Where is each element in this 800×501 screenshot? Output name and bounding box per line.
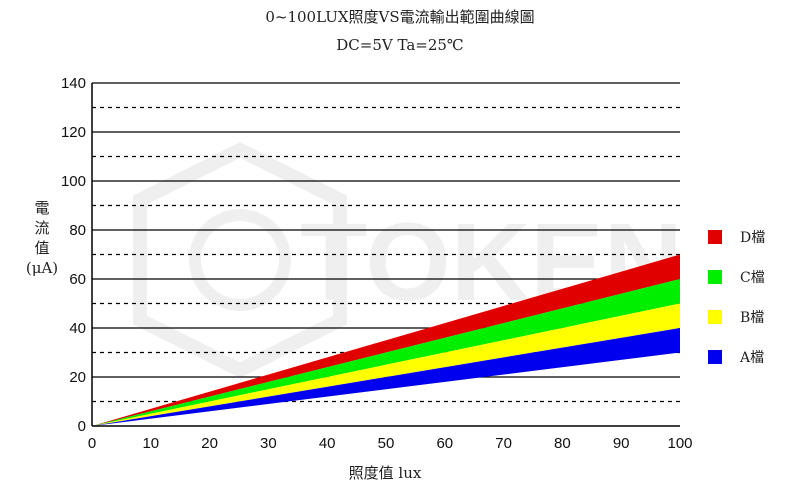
y-tick-label: 40 bbox=[69, 320, 86, 337]
y-tick-label: 80 bbox=[69, 222, 86, 239]
chart-subtitle: DC=5V Ta=25℃ bbox=[336, 36, 464, 54]
x-tick-label: 70 bbox=[495, 435, 512, 452]
x-tick-label: 10 bbox=[142, 435, 159, 452]
data-bands bbox=[92, 254, 680, 426]
y-axis-label-part: 電 bbox=[34, 199, 49, 217]
x-tick-label: 0 bbox=[88, 435, 96, 452]
legend: D檔 C檔 B檔 A檔 bbox=[708, 230, 765, 366]
y-tick-labels: 0 20 40 60 80 100 120 140 bbox=[61, 75, 86, 435]
y-axis-label-part: 流 bbox=[34, 219, 49, 237]
y-axis-label-part: (μA) bbox=[26, 259, 58, 277]
legend-swatch bbox=[708, 310, 722, 324]
legend-label: B檔 bbox=[740, 310, 764, 326]
legend-swatch bbox=[708, 230, 722, 244]
legend-swatch bbox=[708, 350, 722, 364]
x-tick-label: 30 bbox=[260, 435, 277, 452]
y-tick-label: 60 bbox=[69, 271, 86, 288]
x-tick-label: 20 bbox=[201, 435, 218, 452]
legend-swatch bbox=[708, 270, 722, 284]
x-tick-label: 100 bbox=[667, 435, 692, 452]
x-tick-label: 60 bbox=[436, 435, 453, 452]
y-tick-label: 20 bbox=[69, 369, 86, 386]
band-D檔 bbox=[92, 254, 680, 426]
x-tick-label: 50 bbox=[378, 435, 395, 452]
chart-title: 0~100LUX照度VS電流輸出範圍曲線圖 bbox=[265, 8, 535, 26]
x-tick-label: 80 bbox=[554, 435, 571, 452]
y-tick-label: 0 bbox=[78, 418, 86, 435]
band-A檔 bbox=[92, 328, 680, 426]
axes bbox=[91, 83, 680, 427]
x-tick-labels: 0 10 20 30 40 50 60 70 80 90 100 bbox=[88, 435, 693, 452]
legend-label: A檔 bbox=[739, 350, 764, 366]
y-axis-label-part: 值 bbox=[34, 239, 49, 257]
legend-label: D檔 bbox=[740, 230, 765, 246]
x-tick-label: 40 bbox=[319, 435, 336, 452]
band-B檔 bbox=[92, 303, 680, 426]
y-tick-label: 120 bbox=[61, 124, 86, 141]
legend-label: C檔 bbox=[740, 270, 765, 286]
y-tick-label: 100 bbox=[61, 173, 86, 190]
band-C檔 bbox=[92, 279, 680, 426]
y-axis-label: 電流值 (μA) bbox=[26, 199, 58, 277]
x-tick-label: 90 bbox=[613, 435, 630, 452]
x-axis-label: 照度值 lux bbox=[349, 464, 422, 482]
y-tick-label: 140 bbox=[61, 75, 86, 92]
